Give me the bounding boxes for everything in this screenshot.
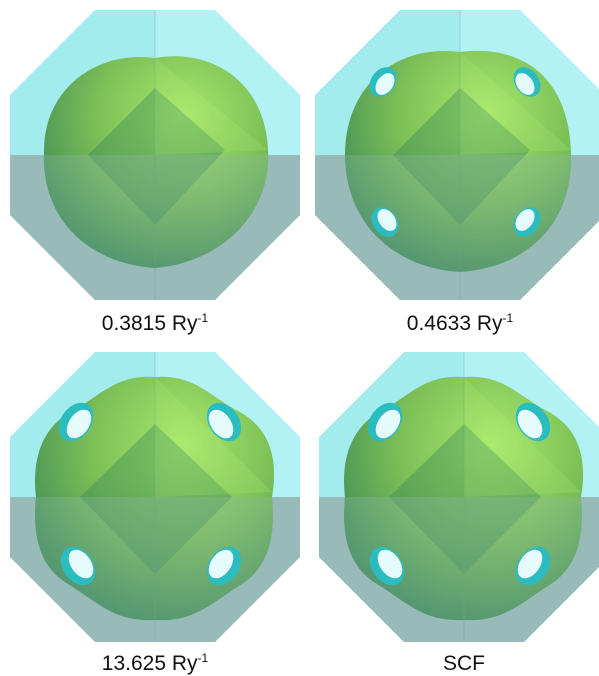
fermi-surface-body — [345, 50, 572, 272]
fermi-surface-panel-4 — [319, 352, 599, 642]
fermi-surface-panel-3 — [10, 352, 300, 642]
fermi-surface-facet-upper — [155, 58, 268, 155]
panel-caption-2: 0.4633 Ry-1 — [406, 311, 514, 335]
zone-overlay-lower — [319, 497, 599, 642]
fermi-surface-figure-2 — [315, 10, 599, 300]
fermi-surface-figure-1 — [10, 10, 300, 300]
fermi-surface-figure-3 — [10, 352, 300, 642]
fermi-surface-panel-1 — [10, 10, 300, 300]
fermi-surface-facet-upper — [464, 377, 581, 497]
fermi-surface-facet-upper — [460, 52, 571, 155]
panel-caption-3: 13.625 Ry-1 — [101, 651, 209, 675]
neck-openings — [58, 402, 242, 586]
fermi-surface-facet-center — [80, 424, 232, 574]
fermi-surface-figure-4 — [319, 352, 599, 642]
neck-openings — [367, 402, 551, 586]
fermi-surface-body — [43, 56, 269, 269]
fermi-surface-facet-center — [88, 88, 225, 225]
fermi-surface-facet-center — [389, 424, 541, 574]
fermi-surface-facet-center — [393, 88, 530, 225]
fermi-surface-facet-upper — [155, 377, 272, 497]
panel-caption-1: 0.3815 Ry-1 — [101, 311, 209, 335]
zone-overlay-lower — [315, 155, 599, 300]
neck-openings — [369, 67, 541, 237]
panel-caption-4: SCF — [443, 652, 485, 675]
fermi-surface-panel-2 — [315, 10, 599, 300]
